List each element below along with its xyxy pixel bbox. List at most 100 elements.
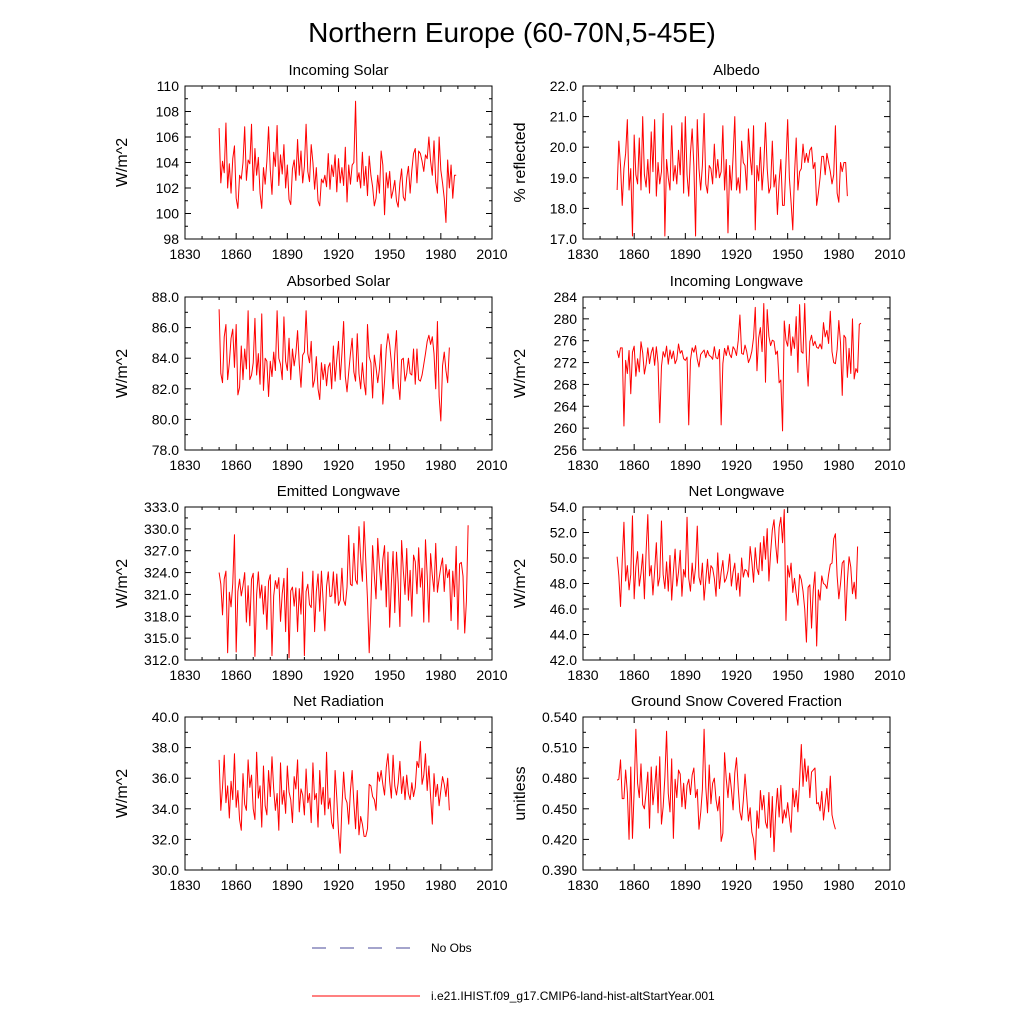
- x-tick-label: 1920: [323, 246, 354, 262]
- x-tick-label: 2010: [476, 457, 507, 473]
- x-tick-label: 1890: [670, 457, 701, 473]
- y-tick-label: 22.0: [550, 78, 577, 94]
- x-tick-label: 1890: [670, 667, 701, 683]
- x-tick-label: 1980: [425, 457, 456, 473]
- y-tick-label: 86.0: [152, 320, 179, 336]
- y-tick-label: 268: [554, 376, 578, 392]
- y-tick-label: 84.0: [152, 350, 179, 366]
- y-tick-label: 50.0: [550, 550, 577, 566]
- y-tick-label: 106: [156, 129, 180, 145]
- x-tick-label: 1890: [272, 457, 303, 473]
- panel-emitted-longwave: Emitted Longwave 1830 1860 1890 1920 1950 1980…: [114, 483, 508, 683]
- y-tick-label: 110: [157, 78, 180, 94]
- y-tick-label: 327.0: [144, 543, 179, 559]
- y-tick-label: 38.0: [152, 740, 179, 756]
- x-tick-label: 1920: [323, 667, 354, 683]
- series-line-ground-snow-covered-fraction: [616, 728, 836, 861]
- y-tick-label: 0.540: [542, 709, 577, 725]
- legend: No Obs i.e21.IHIST.f09_g17.CMIP6-land-hi…: [312, 941, 715, 1003]
- series-line-net-longwave: [616, 509, 859, 647]
- y-axis-label: % reflected: [512, 122, 529, 202]
- x-tick-label: 1890: [272, 877, 303, 893]
- x-tick-label: 1950: [374, 877, 405, 893]
- y-tick-label: 46.0: [550, 601, 577, 617]
- panel-title: Emitted Longwave: [277, 483, 400, 500]
- y-tick-label: 21.0: [550, 109, 577, 125]
- panel-net-longwave: Net Longwave 1830 1860 1890 1920 1950 1980 2010…: [512, 483, 906, 683]
- x-tick-label: 2010: [874, 457, 905, 473]
- x-tick-label: 2010: [874, 667, 905, 683]
- y-tick-label: 0.510: [542, 740, 577, 756]
- y-tick-label: 18.0: [550, 200, 577, 216]
- y-tick-label: 100: [156, 206, 180, 222]
- y-axis-label: W/m^2: [512, 349, 529, 398]
- x-tick-label: 1860: [619, 877, 650, 893]
- panel-ground-snow-covered-fraction: Ground Snow Covered Fraction 1830 1860 1890…: [512, 693, 906, 893]
- series-line-absorbed-solar: [218, 309, 450, 422]
- y-tick-label: 78.0: [152, 442, 179, 458]
- y-tick-label: 40.0: [152, 709, 179, 725]
- y-tick-label: 82.0: [152, 381, 179, 397]
- y-axis-label: W/m^2: [114, 559, 131, 608]
- x-tick-label: 1980: [823, 667, 854, 683]
- plot-frame: [582, 296, 891, 451]
- y-axis-label: W/m^2: [114, 349, 131, 398]
- y-tick-label: 42.0: [550, 652, 577, 668]
- y-tick-label: 102: [156, 180, 180, 196]
- y-tick-label: 318.0: [144, 608, 179, 624]
- x-tick-label: 1860: [619, 667, 650, 683]
- x-tick-label: 1950: [772, 877, 803, 893]
- x-tick-label: 1830: [169, 246, 200, 262]
- panel-net-radiation: Net Radiation 1830 1860 1890 1920 1950 1980 201…: [114, 693, 508, 893]
- x-tick-label: 1950: [772, 667, 803, 683]
- x-tick-label: 1920: [721, 246, 752, 262]
- panel-absorbed-solar: Absorbed Solar 1830 1860 1890 1920 1950 1980 20…: [114, 273, 508, 473]
- plot-frame: [184, 506, 493, 661]
- legend-label-model: i.e21.IHIST.f09_g17.CMIP6-land-hist-altS…: [431, 989, 715, 1003]
- x-tick-label: 2010: [874, 877, 905, 893]
- panel-incoming-solar: Incoming Solar 1830 1860 1890 1920 1950 1980 20…: [114, 62, 508, 262]
- y-tick-label: 330.0: [144, 521, 179, 537]
- x-tick-label: 1980: [823, 246, 854, 262]
- y-tick-label: 52.0: [550, 525, 577, 541]
- x-tick-label: 1830: [169, 667, 200, 683]
- x-tick-label: 2010: [874, 246, 905, 262]
- x-tick-label: 1890: [670, 877, 701, 893]
- x-tick-label: 1920: [323, 877, 354, 893]
- x-tick-label: 2010: [476, 246, 507, 262]
- panel-title: Incoming Longwave: [670, 273, 803, 290]
- x-tick-label: 1830: [567, 877, 598, 893]
- series-line-emitted-longwave: [218, 521, 469, 659]
- x-tick-label: 1830: [567, 667, 598, 683]
- y-tick-label: 80.0: [152, 411, 179, 427]
- series-line-albedo: [616, 113, 848, 237]
- x-tick-label: 1980: [823, 877, 854, 893]
- y-tick-label: 321.0: [144, 586, 179, 602]
- y-tick-label: 88.0: [152, 289, 179, 305]
- y-tick-label: 17.0: [550, 231, 577, 247]
- x-tick-label: 1950: [374, 457, 405, 473]
- x-tick-label: 2010: [476, 877, 507, 893]
- x-tick-label: 1920: [721, 457, 752, 473]
- y-tick-label: 0.390: [542, 862, 577, 878]
- y-tick-label: 324.0: [144, 565, 179, 581]
- x-tick-label: 1980: [425, 877, 456, 893]
- x-tick-label: 1860: [221, 457, 252, 473]
- y-tick-label: 30.0: [152, 862, 179, 878]
- y-tick-label: 272: [554, 355, 578, 371]
- panel-incoming-longwave: Incoming Longwave 1830 1860 1890 1920 1950 198…: [512, 273, 906, 473]
- y-tick-label: 44.0: [550, 627, 577, 643]
- x-tick-label: 1890: [272, 246, 303, 262]
- series-line-incoming-solar: [218, 100, 457, 223]
- x-tick-label: 1830: [169, 457, 200, 473]
- panels: Incoming Solar 1830 1860 1890 1920 1950 1980 20…: [114, 62, 906, 893]
- y-tick-label: 256: [554, 442, 578, 458]
- y-tick-label: 0.420: [542, 831, 577, 847]
- x-tick-label: 1950: [374, 667, 405, 683]
- x-tick-label: 1980: [425, 246, 456, 262]
- y-tick-label: 36.0: [152, 770, 179, 786]
- y-tick-label: 0.450: [542, 801, 577, 817]
- y-axis-label: unitless: [512, 766, 529, 820]
- panel-title: Net Radiation: [293, 693, 384, 710]
